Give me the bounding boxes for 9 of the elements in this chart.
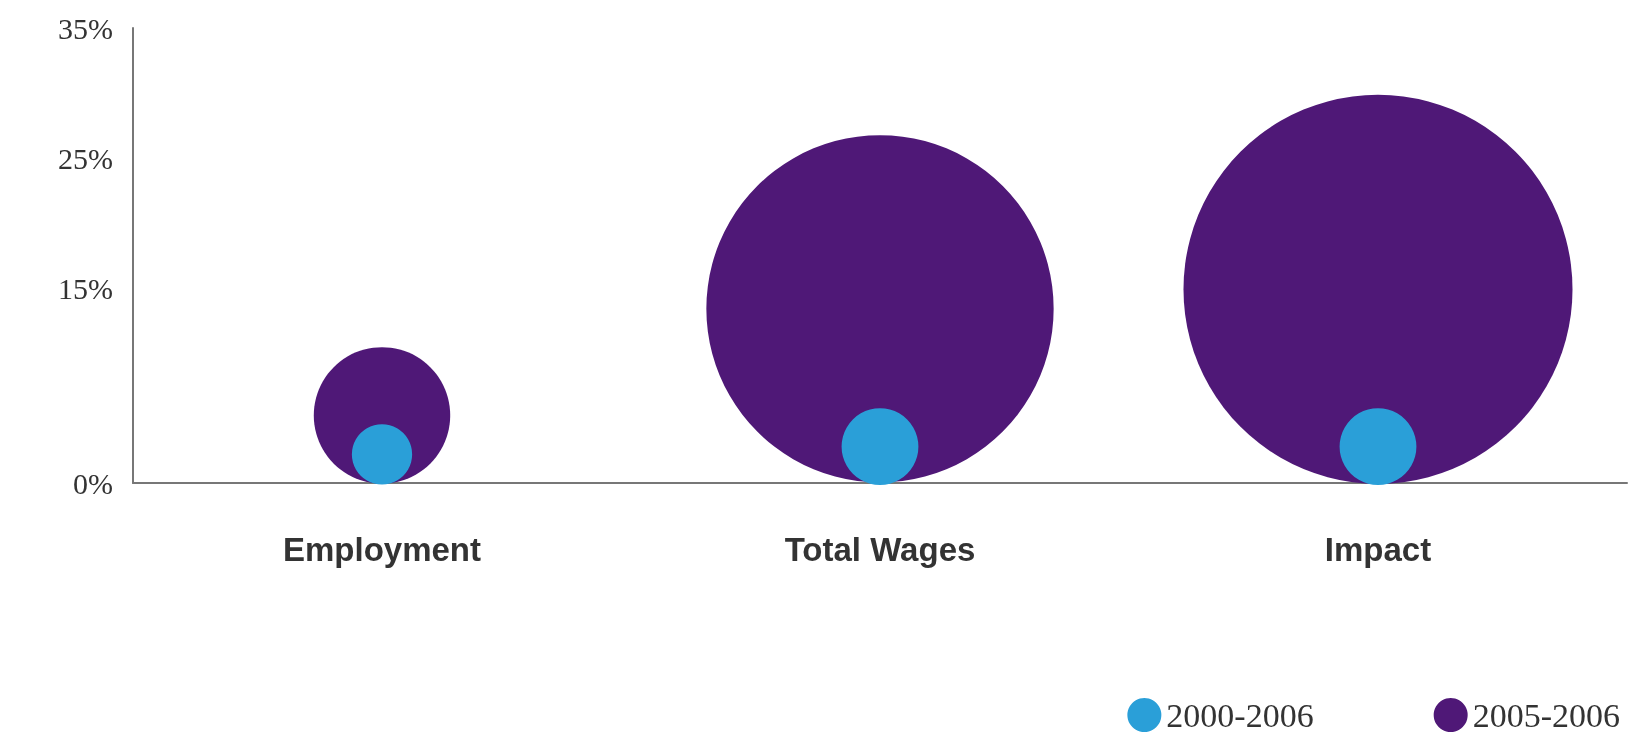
legend-label: 2005-2006 xyxy=(1472,696,1621,734)
x-tick-label: Employment xyxy=(282,531,482,568)
y-tick-label: 25% xyxy=(58,141,113,175)
legend-label: 2000-2006 xyxy=(1166,696,1314,734)
y-tick-label: 15% xyxy=(58,271,113,305)
x-tick-label: Total Wages xyxy=(784,531,976,568)
y-tick-label: 35% xyxy=(58,11,113,45)
y-tick-label: 0% xyxy=(73,466,113,500)
x-tick-label: Impact xyxy=(1324,531,1432,568)
